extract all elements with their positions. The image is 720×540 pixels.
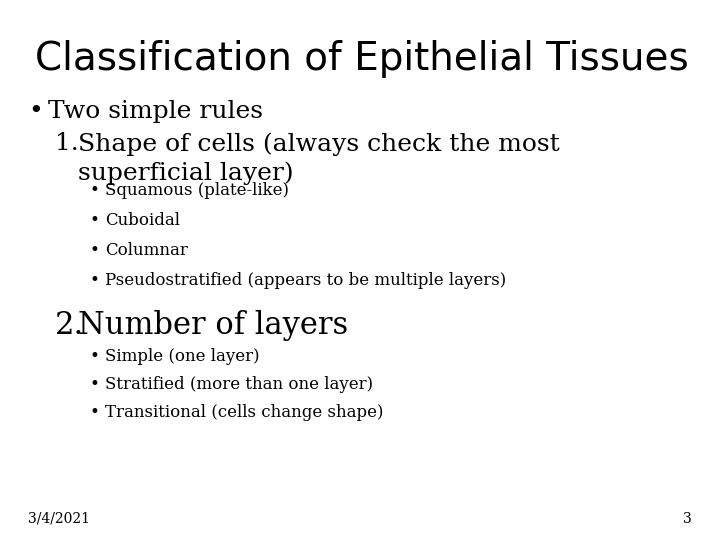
- Text: •: •: [90, 182, 100, 199]
- Text: •: •: [90, 348, 100, 365]
- Text: Simple (one layer): Simple (one layer): [105, 348, 260, 365]
- Text: Cuboidal: Cuboidal: [105, 212, 180, 229]
- Text: •: •: [90, 376, 100, 393]
- Text: 3: 3: [683, 512, 692, 526]
- Text: Shape of cells (always check the most
superficial layer): Shape of cells (always check the most su…: [78, 132, 559, 185]
- Text: •: •: [90, 404, 100, 421]
- Text: Two simple rules: Two simple rules: [48, 100, 263, 123]
- Text: Columnar: Columnar: [105, 242, 188, 259]
- Text: 2.: 2.: [55, 310, 84, 341]
- Text: Stratified (more than one layer): Stratified (more than one layer): [105, 376, 373, 393]
- Text: 3/4/2021: 3/4/2021: [28, 512, 90, 526]
- Text: 1.: 1.: [55, 132, 78, 155]
- Text: Squamous (plate-like): Squamous (plate-like): [105, 182, 289, 199]
- Text: •: •: [28, 100, 42, 123]
- Text: •: •: [90, 242, 100, 259]
- Text: •: •: [90, 272, 100, 289]
- Text: Number of layers: Number of layers: [78, 310, 348, 341]
- Text: Pseudostratified (appears to be multiple layers): Pseudostratified (appears to be multiple…: [105, 272, 506, 289]
- Text: •: •: [90, 212, 100, 229]
- Text: Transitional (cells change shape): Transitional (cells change shape): [105, 404, 384, 421]
- Text: Classification of Epithelial Tissues: Classification of Epithelial Tissues: [35, 40, 689, 78]
